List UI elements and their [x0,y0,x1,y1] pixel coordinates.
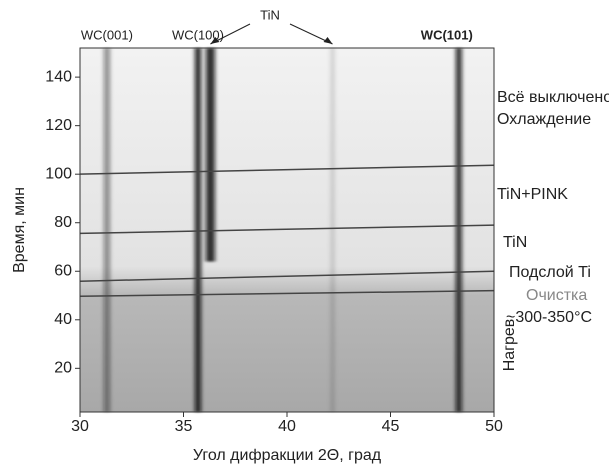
y-axis-label: Время, мин [11,187,28,273]
peak-label: WC(001) [81,27,133,42]
y-tick-label: 80 [54,214,72,231]
stage-label: TiN [503,234,527,251]
stage-label: ~300-350°C [506,309,592,326]
stage-boundary [79,289,495,297]
annotation-label: TiN [260,7,280,22]
stage-label: Нагрев [501,319,518,372]
x-tick-label: 40 [278,418,296,435]
y-tick-label: 120 [45,117,72,134]
peak [103,48,110,412]
x-tick-label: 45 [382,418,400,435]
x-axis-label: Угол дифракции 2Θ, град [193,447,382,464]
stage-label: Очистка [526,287,587,304]
peak [205,48,215,262]
stage-boundary [79,224,495,235]
x-tick-label: 50 [485,418,503,435]
stage-label: TiN+PINK [497,186,568,203]
peak [455,48,462,412]
y-tick-label: 40 [54,311,72,328]
peak-label: WC(100) [172,27,224,42]
stage-label: Всё выключено [497,89,609,106]
y-tick-label: 100 [45,165,72,182]
stage-label: Охлаждение [497,111,591,128]
y-tick-label: 20 [54,360,72,377]
arrow-head [323,37,333,44]
peak-label: WC(101) [421,27,473,42]
stage-label: Подслой Ti [509,264,591,281]
x-tick-label: 30 [71,418,89,435]
peak [330,48,335,412]
x-tick-label: 35 [175,418,193,435]
stage-boundary [79,270,495,282]
y-tick-label: 60 [54,262,72,279]
stage-boundary [79,164,495,175]
peak [194,48,201,412]
arrow-head [210,37,220,44]
y-tick-label: 140 [45,68,72,85]
